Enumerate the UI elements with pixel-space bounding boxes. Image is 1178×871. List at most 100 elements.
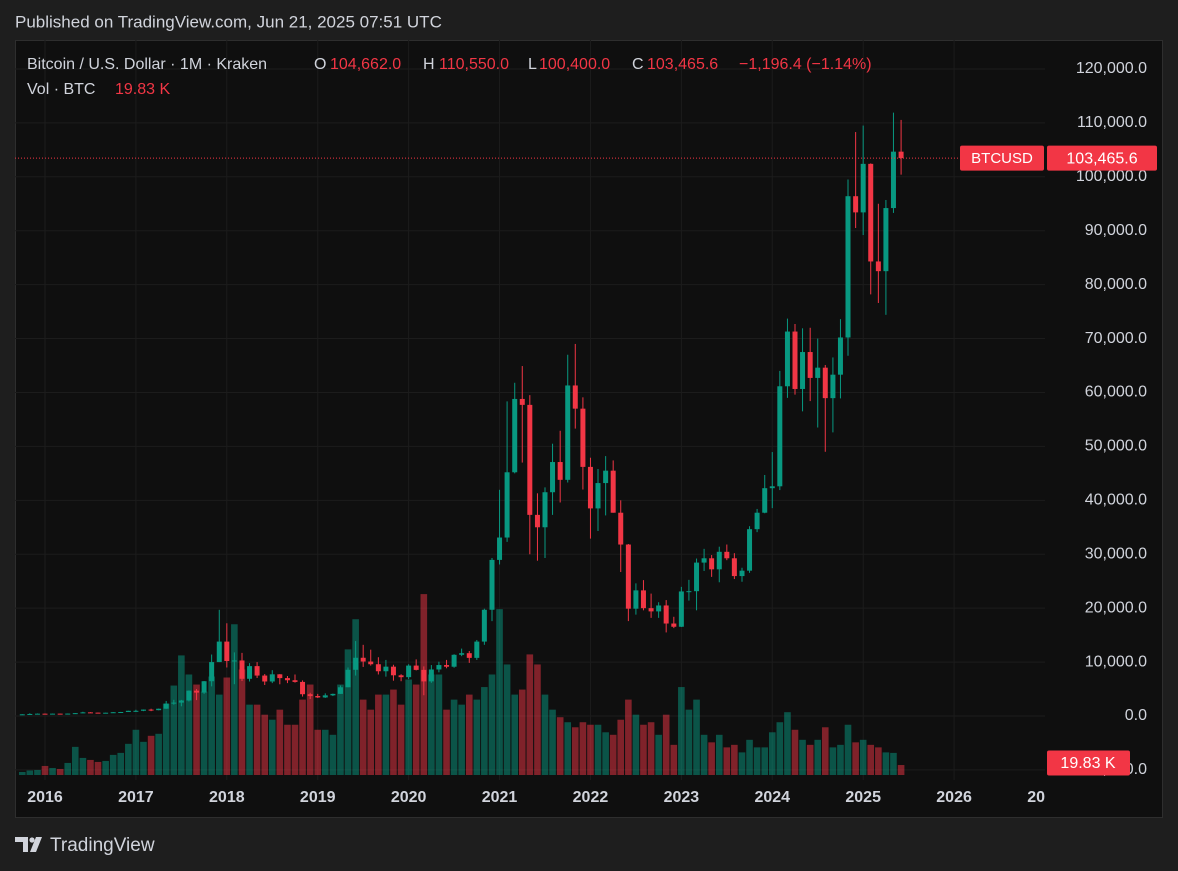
candle-body [504, 472, 510, 538]
volume-bar [87, 759, 94, 775]
volume-bar [746, 739, 753, 775]
candle-body [800, 352, 806, 389]
volume-bar [867, 744, 875, 775]
x-tick-label: 2025 [845, 789, 881, 806]
volume-bar [655, 734, 662, 775]
y-tick-label: 70,000.0 [1085, 330, 1147, 347]
volume-bar [640, 724, 647, 775]
candle-body [19, 714, 25, 716]
candle-body [686, 591, 692, 593]
candle-body [497, 537, 503, 560]
candle-body [72, 713, 78, 715]
volume-bar [852, 742, 859, 775]
y-tick-label: 40,000.0 [1085, 492, 1147, 509]
volume-bar [117, 752, 125, 775]
candle-body [792, 331, 798, 389]
candle-body [337, 687, 343, 694]
volume-bar [405, 679, 412, 775]
candle-body [277, 674, 283, 679]
volume-bar [56, 768, 64, 775]
volume-bar [276, 709, 284, 775]
volume-bar [321, 729, 329, 775]
volume-bar [41, 765, 49, 775]
candle-body [595, 483, 601, 509]
legend-key: O [314, 56, 326, 73]
y-tick-label: 80,000.0 [1085, 276, 1147, 293]
candle-body [845, 196, 851, 338]
candle-body [421, 669, 427, 682]
volume-bar [170, 685, 178, 775]
y-tick-label: 120,000.0 [1076, 60, 1147, 77]
candle-body [656, 605, 662, 612]
volume-bar [49, 767, 56, 775]
volume-bar [829, 747, 837, 775]
volume-bar [306, 684, 314, 775]
volume-bar [731, 744, 738, 775]
volume-value: 19.83 K [115, 81, 170, 98]
candle-body [269, 674, 275, 682]
legend-key: L [528, 56, 537, 73]
volume-bar [291, 724, 299, 775]
candle-body [663, 605, 669, 624]
candle-body [42, 713, 48, 715]
candle-body [481, 609, 487, 642]
candle-body [125, 710, 131, 712]
candle-body [224, 641, 230, 661]
volume-bar [738, 752, 746, 775]
y-tick-label: 20,000.0 [1085, 599, 1147, 616]
candle-body [610, 470, 616, 513]
candle-body [580, 408, 586, 467]
volume-bar [352, 619, 359, 775]
candle-body [694, 562, 700, 592]
y-tick-label: 60,000.0 [1085, 384, 1147, 401]
candle-body [747, 529, 753, 571]
candle-body [368, 661, 374, 665]
candle-body [701, 558, 707, 563]
candle-body [292, 680, 298, 682]
candle-body [512, 398, 518, 473]
candle-body [640, 590, 646, 609]
candle-body [466, 653, 472, 658]
volume-bar [821, 727, 829, 775]
candle-body [709, 558, 715, 570]
volume-bar [215, 694, 223, 775]
candle-body [731, 558, 737, 577]
candle-body [57, 713, 63, 715]
candle-body [754, 512, 760, 530]
volume-bar [784, 712, 791, 775]
candle-body [860, 163, 866, 213]
candle-body [678, 591, 684, 627]
x-tick-label: 2026 [936, 789, 972, 806]
volume-bar [465, 694, 473, 775]
volume-bar [208, 676, 215, 775]
candle-body [307, 694, 313, 697]
candle-body [550, 462, 556, 493]
volume-bar [397, 704, 405, 775]
volume-bar [34, 769, 41, 775]
volume-label: 19.83 K [1060, 755, 1115, 772]
candle-body [572, 385, 578, 409]
volume-bar [602, 732, 609, 775]
published-note: Published on TradingView.com, Jun 21, 20… [15, 12, 442, 31]
candle-body [194, 690, 200, 693]
volume-bar [162, 703, 170, 775]
candle-body [353, 657, 359, 670]
volume-bar [678, 687, 685, 775]
volume-bar [556, 717, 564, 775]
volume-bar [359, 699, 367, 775]
candle-body [398, 675, 404, 678]
volume-bar [503, 664, 511, 775]
candle-body [300, 681, 306, 695]
volume-bar [412, 684, 420, 775]
volume-bar [753, 747, 761, 775]
candle-body [406, 665, 412, 678]
candle-body [890, 151, 896, 209]
candle-body [875, 261, 881, 272]
volume-bar [897, 765, 905, 775]
x-tick-label: 2016 [27, 789, 63, 806]
candle-body [118, 711, 124, 713]
candle-body [80, 712, 86, 714]
candle-body [322, 695, 328, 698]
legend-value: 103,465.6 [647, 56, 718, 73]
